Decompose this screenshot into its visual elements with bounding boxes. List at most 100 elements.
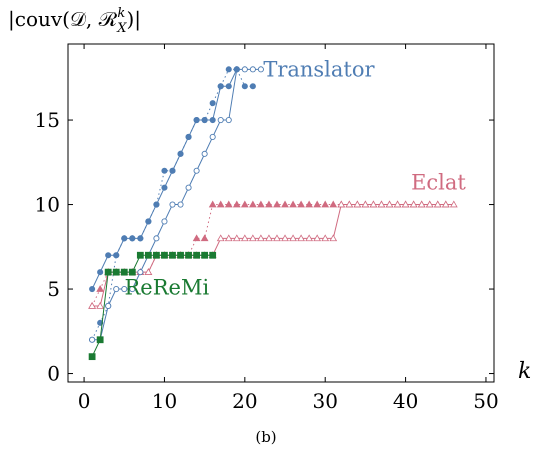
data-point xyxy=(377,200,386,208)
legend-label-translator: Translator xyxy=(263,57,375,81)
legend-label-eclat: Eclat xyxy=(411,171,466,195)
data-point xyxy=(120,268,128,276)
x-tick-label: 40 xyxy=(393,389,418,413)
data-point xyxy=(201,117,208,124)
data-point xyxy=(105,252,112,259)
figure-caption: (b) xyxy=(255,428,276,446)
x-tick-label: 10 xyxy=(152,389,177,413)
data-point xyxy=(273,200,281,208)
data-point xyxy=(257,234,265,242)
data-point xyxy=(129,285,136,293)
data-point xyxy=(161,167,168,174)
data-point xyxy=(136,251,144,259)
data-point xyxy=(185,251,192,259)
data-point xyxy=(337,200,346,208)
data-point xyxy=(241,83,248,90)
data-point xyxy=(137,235,144,242)
series-line-5 xyxy=(91,254,213,357)
data-point xyxy=(89,285,96,293)
x-axis-label: k xyxy=(518,359,531,384)
data-point xyxy=(153,201,160,208)
data-point xyxy=(225,66,232,73)
data-point xyxy=(121,285,128,293)
data-point xyxy=(200,234,209,242)
data-point xyxy=(128,268,136,276)
data-point xyxy=(417,200,426,208)
data-point xyxy=(232,234,241,242)
data-point xyxy=(305,234,314,242)
data-point xyxy=(209,251,217,259)
data-point xyxy=(281,200,289,208)
data-point xyxy=(257,66,264,73)
data-point xyxy=(209,100,216,107)
data-point xyxy=(97,319,104,326)
data-point xyxy=(177,201,184,208)
data-point xyxy=(289,200,297,208)
data-point xyxy=(249,83,256,90)
data-point xyxy=(105,302,112,310)
y-axis-label: |couv(𝒟, ℛk X)| xyxy=(8,6,141,36)
data-point xyxy=(217,83,224,90)
data-point xyxy=(121,235,128,242)
data-point xyxy=(153,235,160,242)
data-point xyxy=(249,66,256,73)
data-point xyxy=(265,234,273,242)
data-point xyxy=(216,200,225,208)
data-point xyxy=(185,184,192,191)
data-point xyxy=(369,200,378,208)
data-point xyxy=(88,301,97,309)
data-point xyxy=(161,251,168,259)
x-tick-label: 0 xyxy=(78,389,91,413)
y-tick-label: 10 xyxy=(35,193,60,217)
data-point xyxy=(224,200,233,208)
data-point xyxy=(161,218,168,225)
data-point xyxy=(297,234,305,242)
data-point xyxy=(329,200,338,208)
data-point xyxy=(193,117,200,124)
data-point xyxy=(161,184,168,191)
data-point xyxy=(89,336,96,343)
data-point xyxy=(201,251,209,259)
data-point xyxy=(144,251,152,259)
y-tick-label: 15 xyxy=(35,108,60,132)
data-point xyxy=(177,251,184,259)
data-point xyxy=(104,268,112,276)
data-point xyxy=(248,200,257,208)
data-point xyxy=(401,200,410,208)
data-point xyxy=(248,234,257,242)
data-point xyxy=(153,251,160,259)
data-point xyxy=(113,285,120,293)
data-point xyxy=(241,66,248,73)
data-point xyxy=(177,150,184,157)
data-point xyxy=(345,200,354,208)
data-point xyxy=(88,353,96,361)
data-point xyxy=(201,150,208,157)
data-point xyxy=(321,234,330,242)
data-point xyxy=(449,200,458,208)
data-point xyxy=(329,234,338,242)
data-point xyxy=(361,200,370,208)
data-point xyxy=(193,167,200,174)
data-point xyxy=(433,200,442,208)
data-point xyxy=(313,234,322,242)
data-point xyxy=(273,234,281,242)
data-point xyxy=(192,234,201,242)
data-point xyxy=(265,200,273,208)
data-point xyxy=(137,269,144,276)
data-point xyxy=(393,200,402,208)
data-point xyxy=(240,200,249,208)
data-point xyxy=(217,117,224,124)
x-tick-label: 50 xyxy=(473,389,498,413)
data-point xyxy=(353,200,362,208)
series-line-1 xyxy=(92,68,261,341)
data-point xyxy=(257,200,265,208)
y-tick-label: 5 xyxy=(47,277,60,301)
data-point xyxy=(209,133,216,140)
data-point xyxy=(305,200,314,208)
x-tick-label: 20 xyxy=(232,389,257,413)
data-point xyxy=(321,200,330,208)
legend-label-reremi: ReReMi xyxy=(125,275,210,299)
axis-frame xyxy=(67,43,495,383)
data-point xyxy=(193,251,201,259)
